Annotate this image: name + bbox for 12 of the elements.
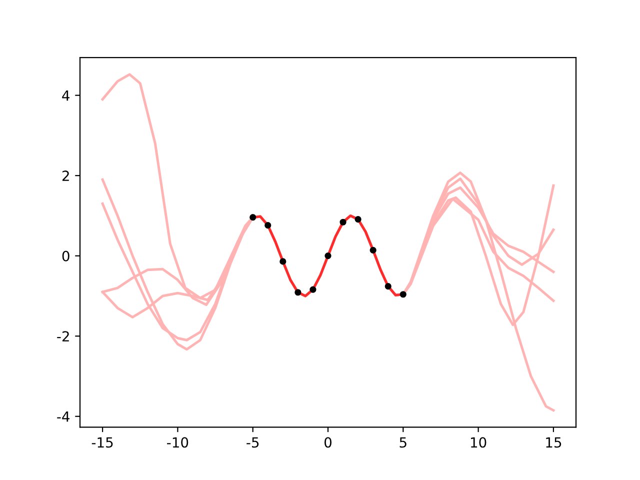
y-tick-label: 2 [62, 170, 69, 181]
x-tick-label: 5 [400, 437, 406, 448]
x-tick-label: -15 [92, 437, 113, 448]
x-tick-label: 10 [470, 437, 486, 448]
x-tick-label: 15 [546, 437, 562, 448]
x-tick-label: -5 [246, 437, 259, 448]
y-tick-label: -2 [57, 331, 69, 342]
x-tick-label: -10 [167, 437, 188, 448]
y-tick-label: -4 [57, 412, 70, 422]
y-tick-label: 0 [62, 250, 70, 262]
y-tick-label: 4 [62, 90, 70, 101]
x-tick-label: 0 [324, 437, 332, 448]
